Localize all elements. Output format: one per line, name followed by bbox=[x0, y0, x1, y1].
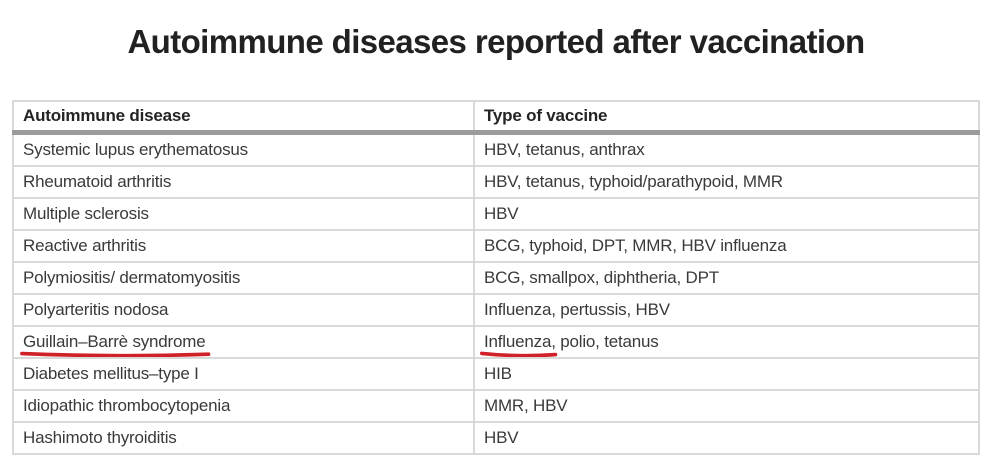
table-row: Rheumatoid arthritis HBV, tetanus, typho… bbox=[13, 165, 979, 198]
column-header-type-of-vaccine: Type of vaccine bbox=[473, 101, 979, 135]
red-underlined-text: Influenza bbox=[484, 332, 551, 352]
cell-disease: Hashimoto thyroiditis bbox=[13, 421, 474, 454]
table-row: Multiple sclerosis HBV bbox=[13, 197, 979, 230]
cell-vaccines: MMR, HBV bbox=[473, 389, 979, 422]
cell-disease: Multiple sclerosis bbox=[13, 197, 474, 230]
cell-disease: Polymiositis/ dermatomyositis bbox=[13, 261, 474, 294]
autoimmune-diseases-table: Autoimmune disease Type of vaccine Syste… bbox=[12, 100, 980, 455]
table-row-guillain-barre: Guillain–Barrè syndrome Influenza , poli… bbox=[13, 325, 979, 358]
cell-vaccines: HBV bbox=[473, 421, 979, 454]
table-row: Polyarteritis nodosa Influenza, pertussi… bbox=[13, 293, 979, 326]
cell-vaccines: HBV, tetanus, typhoid/parathypoid, MMR bbox=[473, 165, 979, 198]
page-title: Autoimmune diseases reported after vacci… bbox=[127, 23, 865, 60]
table-row: Polymiositis/ dermatomyositis BCG, small… bbox=[13, 261, 979, 294]
table-row: Reactive arthritis BCG, typhoid, DPT, MM… bbox=[13, 229, 979, 262]
cell-disease: Idiopathic thrombocytopenia bbox=[13, 389, 474, 422]
column-header-autoimmune-disease: Autoimmune disease bbox=[13, 101, 474, 135]
vaccine-text-rest: , polio, tetanus bbox=[551, 332, 659, 351]
cell-vaccines: BCG, typhoid, DPT, MMR, HBV influenza bbox=[473, 229, 979, 262]
cell-vaccines: Influenza , polio, tetanus bbox=[473, 325, 979, 358]
table-row: Idiopathic thrombocytopenia MMR, HBV bbox=[13, 389, 979, 422]
cell-vaccines: BCG, smallpox, diphtheria, DPT bbox=[473, 261, 979, 294]
cell-vaccines: Influenza, pertussis, HBV bbox=[473, 293, 979, 326]
table-header-row: Autoimmune disease Type of vaccine bbox=[13, 101, 979, 135]
cell-disease: Diabetes mellitus–type I bbox=[13, 357, 474, 390]
table-row: Hashimoto thyroiditis HBV bbox=[13, 421, 979, 454]
cell-vaccines: HBV bbox=[473, 197, 979, 230]
cell-disease: Polyarteritis nodosa bbox=[13, 293, 474, 326]
table-row: Systemic lupus erythematosus HBV, tetanu… bbox=[13, 131, 979, 166]
cell-disease: Guillain–Barrè syndrome bbox=[13, 325, 474, 358]
red-underline-annotation bbox=[481, 350, 556, 358]
disease-text: Guillain–Barrè syndrome bbox=[23, 332, 206, 351]
cell-disease: Reactive arthritis bbox=[13, 229, 474, 262]
cell-vaccines: HIB bbox=[473, 357, 979, 390]
red-underline-annotation bbox=[20, 350, 210, 358]
vaccine-text-underlined: Influenza bbox=[484, 332, 552, 351]
cell-disease: Systemic lupus erythematosus bbox=[13, 131, 474, 166]
red-underlined-text: Guillain–Barrè syndrome bbox=[23, 332, 205, 352]
cell-vaccines: HBV, tetanus, anthrax bbox=[473, 131, 979, 166]
table-row: Diabetes mellitus–type I HIB bbox=[13, 357, 979, 390]
cell-disease: Rheumatoid arthritis bbox=[13, 165, 474, 198]
